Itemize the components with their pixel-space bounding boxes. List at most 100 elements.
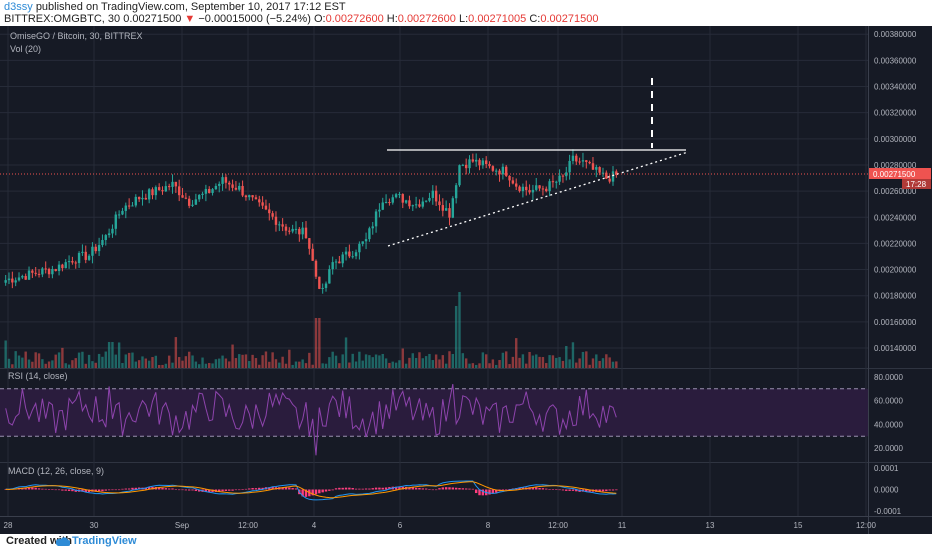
- volume-bar: [211, 363, 214, 368]
- macd-histogram-bar: [304, 489, 308, 497]
- candle-body: [127, 205, 131, 207]
- volume-bar: [451, 353, 455, 368]
- volume-bar: [495, 364, 498, 368]
- macd-histogram-bar: [491, 489, 495, 494]
- macd-histogram-bar: [458, 488, 461, 490]
- macd-histogram-bar: [471, 488, 475, 490]
- candle-body: [478, 159, 481, 166]
- volume-bar: [605, 354, 608, 368]
- candle-body: [615, 171, 618, 175]
- volume-bar: [311, 364, 314, 368]
- candle-body: [354, 252, 358, 257]
- candle-body: [194, 199, 198, 205]
- volume-bar: [575, 362, 578, 368]
- symbol-text: BITTREX:OMGBTC, 30: [4, 13, 121, 25]
- volume-bar: [291, 364, 294, 368]
- volume-bar: [561, 360, 565, 368]
- candle-body: [328, 269, 331, 284]
- time-tick-label: 8: [486, 521, 491, 530]
- rsi-label: RSI (14, close): [8, 371, 68, 381]
- volume-bar: [608, 357, 611, 368]
- high-label: H:: [386, 13, 398, 25]
- volume-bar: [611, 361, 615, 368]
- macd-histogram-bar: [194, 489, 198, 492]
- volume-bar: [104, 351, 107, 368]
- candle-body: [34, 272, 37, 274]
- macd-histogram-bar: [545, 488, 548, 490]
- candle-body: [124, 205, 127, 211]
- volume-bar: [44, 363, 47, 368]
- macd-histogram-bar: [208, 489, 211, 493]
- price-tick-label: 0.00180000: [874, 292, 917, 301]
- volume-bar: [161, 364, 164, 368]
- macd-histogram-bar: [441, 487, 445, 490]
- macd-histogram-bar: [334, 488, 338, 490]
- volume-bar: [324, 363, 328, 368]
- chart-area[interactable]: 0.00380000 0.00360000 0.00340000 0.00320000…: [0, 26, 932, 534]
- volume-bar: [47, 361, 51, 368]
- candle-body: [274, 216, 278, 225]
- author-link[interactable]: d3ssy: [4, 1, 33, 13]
- price-tick-label: 0.00160000: [874, 318, 917, 327]
- last-price-label: 0.00271500: [873, 170, 916, 179]
- volume-bar: [381, 353, 384, 368]
- macd-histogram-bar: [328, 489, 331, 491]
- volume-bar: [585, 351, 588, 368]
- price-tick-label: 0.00140000: [874, 344, 917, 353]
- volume-bar: [77, 352, 81, 368]
- support-trendline: [387, 151, 689, 247]
- volume-bar: [271, 352, 274, 368]
- macd-histogram-bar: [261, 487, 264, 490]
- tradingview-logo[interactable]: TradingView: [72, 535, 137, 547]
- volume-bar: [278, 362, 281, 368]
- volume-bar: [91, 361, 94, 368]
- price-tick-label: 0.00300000: [874, 135, 917, 144]
- macd-histogram-bar: [348, 487, 351, 490]
- candle-body: [364, 239, 368, 242]
- candle-body: [304, 227, 308, 239]
- volume-bar: [74, 358, 77, 368]
- volume-bar: [394, 362, 398, 368]
- macd-histogram-bar: [324, 489, 328, 492]
- time-axis[interactable]: 28 30 Sep 12:00 4 6 8 12:00 11 13 15 12:00: [4, 521, 877, 530]
- candle-body: [201, 193, 204, 195]
- macd-histogram-bar: [374, 487, 378, 490]
- volume-bar: [281, 356, 284, 368]
- price-axis[interactable]: 0.00380000 0.00360000 0.00340000 0.00320000…: [869, 30, 931, 516]
- candle-body: [174, 181, 178, 187]
- candle-body: [177, 186, 181, 196]
- rsi-tick-label: 60.0000: [874, 397, 903, 406]
- candle-body: [261, 202, 264, 206]
- candle-body: [431, 190, 434, 198]
- candle-body: [301, 227, 304, 235]
- candle-body: [7, 278, 11, 281]
- candle-body: [331, 262, 334, 270]
- macd-histogram-bar: [204, 489, 208, 493]
- volume-bar: [27, 359, 31, 368]
- candle-body: [344, 251, 348, 255]
- volume-bar: [428, 353, 431, 368]
- volume-bar: [538, 356, 541, 368]
- low-value: 0.00271005: [468, 13, 527, 25]
- volume-bar: [401, 348, 404, 368]
- macd-histogram-bar: [401, 486, 404, 490]
- macd-histogram-bar: [288, 487, 291, 490]
- chart-canvas[interactable]: 0.00380000 0.00360000 0.00340000 0.00320000…: [0, 26, 932, 534]
- macd-histogram-bar: [164, 488, 168, 490]
- macd-histogram-bar: [234, 489, 238, 491]
- macd-histogram-bar: [398, 486, 401, 490]
- macd-histogram-bar: [54, 489, 57, 491]
- candle-body: [167, 186, 171, 188]
- candle-body: [318, 276, 321, 289]
- candle-body: [575, 155, 578, 162]
- volume-bar: [244, 354, 248, 368]
- candle-body: [77, 252, 81, 264]
- candle-body: [438, 201, 441, 206]
- volume-bar: [374, 354, 378, 368]
- candle-body: [234, 187, 238, 190]
- volume-bar: [358, 351, 361, 368]
- macd-histogram-bar: [251, 488, 254, 490]
- volume-bar: [121, 363, 124, 368]
- macd-pane: [4, 480, 618, 501]
- candle-body: [4, 280, 7, 283]
